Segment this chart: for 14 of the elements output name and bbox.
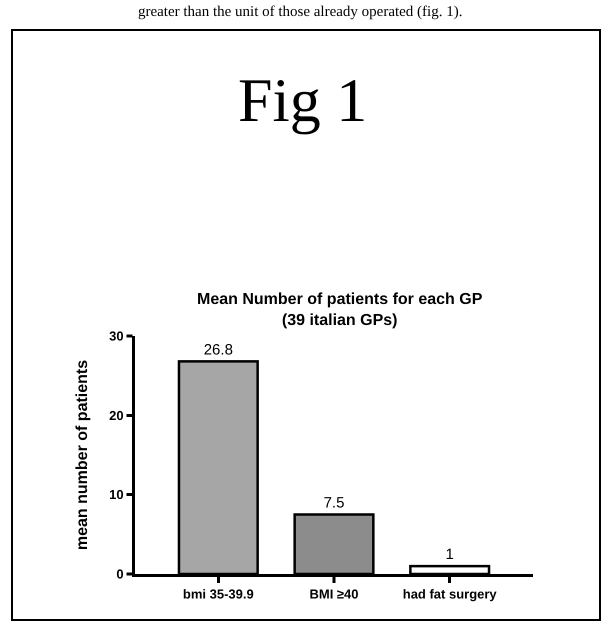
data-label: 26.8	[204, 341, 233, 358]
chart-title: Fig 1	[238, 67, 368, 135]
y-tick-label: 30	[109, 328, 124, 344]
data-label: 7.5	[324, 494, 344, 512]
chart-subtitle: Mean Number of patients for each GP (39 italian GPs)	[197, 291, 483, 329]
y-tick-label: 0	[116, 566, 124, 582]
y-tick-label: 10	[109, 487, 124, 502]
text: greater than the unit of those already operated (fig. 1).	[138, 4, 462, 20]
data-label: 1	[446, 546, 454, 564]
y-axis-title: mean number of patients	[74, 360, 92, 550]
x-tick-label: bmi 35-39.9	[182, 586, 254, 602]
y-tick-label: 20	[109, 408, 124, 423]
x-tick-label: BMI ≥40	[309, 586, 359, 602]
x-tick-label: had fat surgery	[402, 586, 498, 602]
